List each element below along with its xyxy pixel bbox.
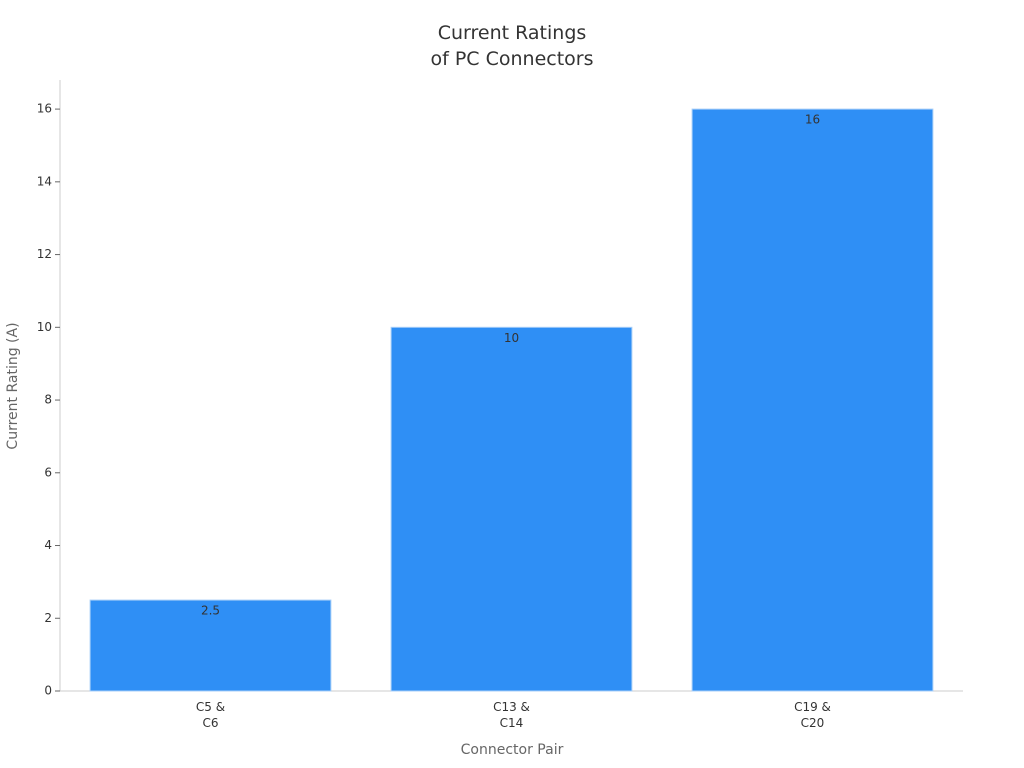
y-tick-label: 2 xyxy=(44,611,52,625)
y-tick-label: 10 xyxy=(37,320,52,334)
y-tick-label: 4 xyxy=(44,538,52,552)
chart-title: Current Ratings of PC Connectors xyxy=(430,22,593,70)
y-tick-label: 16 xyxy=(37,102,52,116)
y-tick-label: 8 xyxy=(44,393,52,407)
y-tick-label: 0 xyxy=(44,684,52,698)
y-tick-label: 14 xyxy=(37,174,52,188)
x-axis-title: Connector Pair xyxy=(461,742,564,758)
bar xyxy=(89,599,332,692)
x-tick-label: C13 & C14 xyxy=(493,700,530,730)
value-label: 16 xyxy=(805,113,820,127)
value-label: 10 xyxy=(504,331,519,345)
y-tick-label: 12 xyxy=(37,247,52,261)
value-label: 2.5 xyxy=(201,604,220,618)
bar xyxy=(390,326,633,692)
y-axis-title: Current Rating (A) xyxy=(5,322,21,449)
x-tick-label: C5 & C6 xyxy=(196,700,225,730)
bar xyxy=(691,108,934,692)
y-tick-label: 6 xyxy=(44,465,52,479)
x-tick-label: C19 & C20 xyxy=(794,700,831,730)
